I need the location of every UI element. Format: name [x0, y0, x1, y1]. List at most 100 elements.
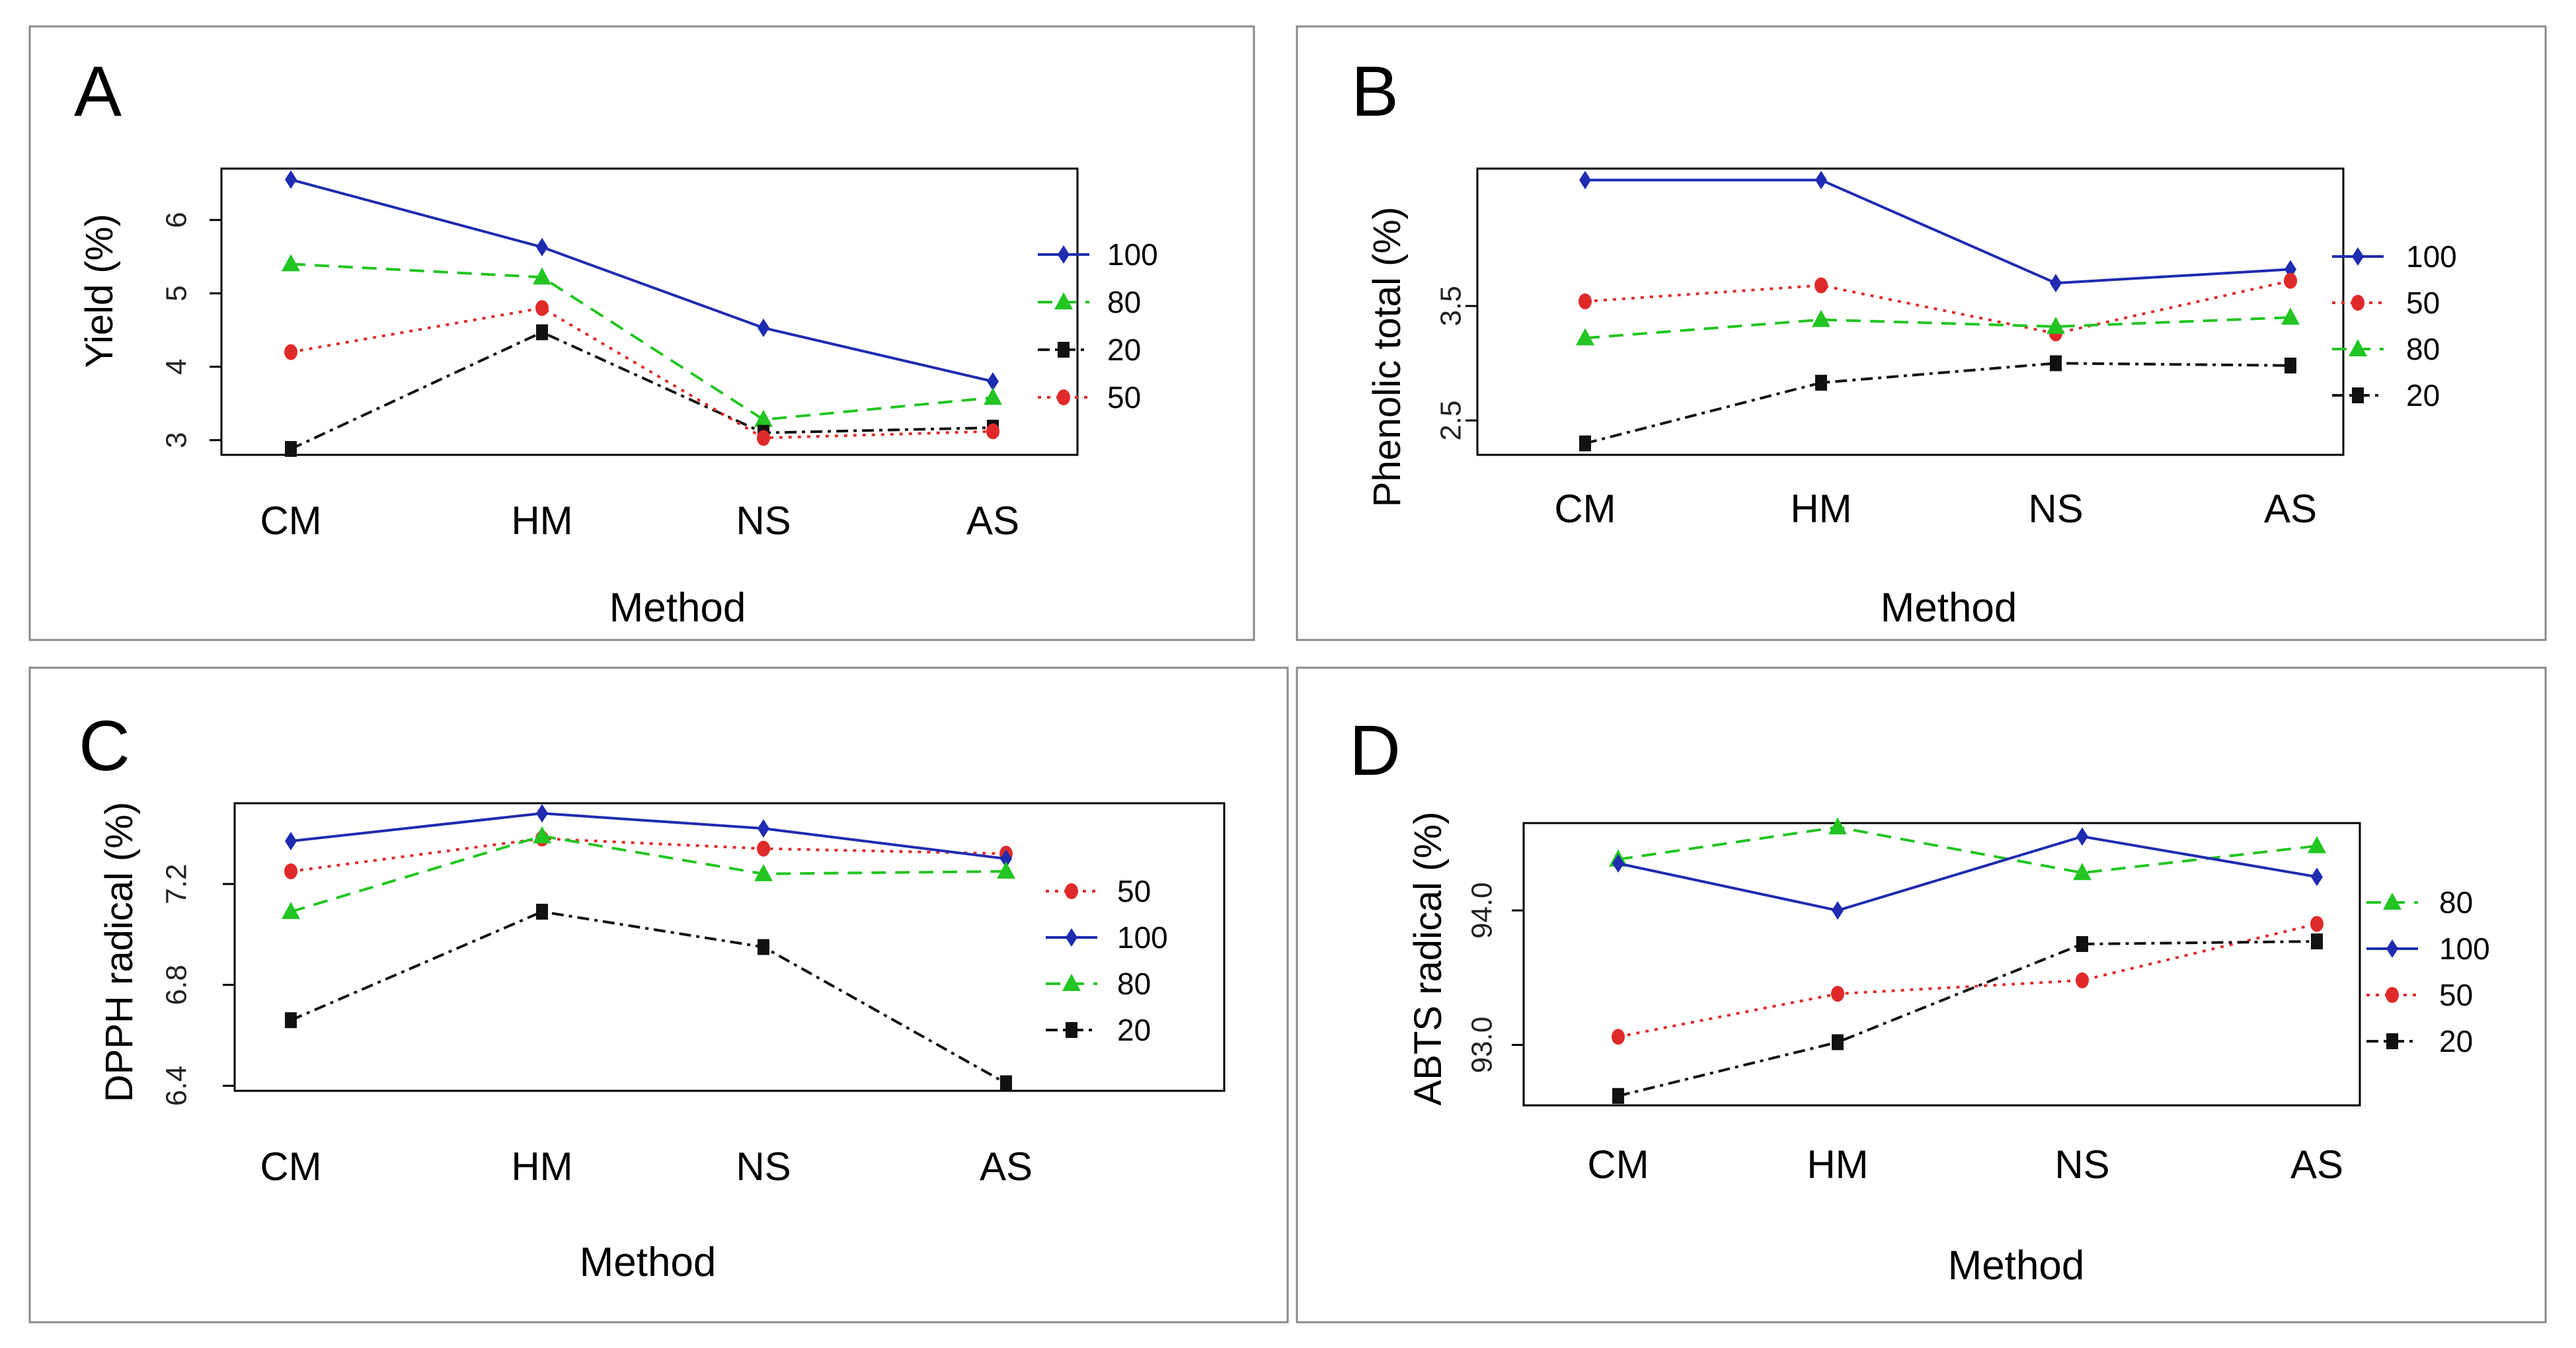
series-line	[1618, 939, 2318, 1097]
panel-frame	[1296, 666, 2547, 1324]
data-point	[757, 430, 770, 446]
data-point	[2047, 317, 2065, 335]
legend-label: 20	[2439, 1024, 2473, 1058]
legend-marker	[1054, 292, 1073, 309]
data-point	[2308, 836, 2326, 853]
x-tick-label: CM	[260, 498, 321, 543]
series-line	[290, 834, 1007, 913]
series-20	[1579, 355, 2296, 452]
legend-label: 20	[1107, 333, 1141, 367]
legend-marker	[2351, 295, 2364, 311]
legend-marker	[2386, 1033, 2398, 1049]
legend-marker	[2352, 387, 2364, 403]
legend-marker	[1057, 389, 1070, 405]
series-100	[285, 804, 1012, 868]
x-axis-label: Method	[1948, 1243, 2085, 1289]
series-line	[1584, 279, 2291, 335]
y-tick-label: 4	[161, 359, 193, 375]
data-point	[536, 904, 548, 920]
data-point	[757, 840, 770, 857]
panel-frame	[1296, 25, 2547, 641]
data-point	[1000, 1075, 1012, 1091]
legend: 80 100 50 20	[2366, 885, 2490, 1058]
panel-label: B	[1351, 51, 1399, 131]
x-axis-label: Method	[1881, 585, 2017, 631]
data-point	[1815, 171, 1827, 190]
y-tick-label: 6	[161, 212, 193, 227]
panel-label: A	[74, 51, 122, 131]
legend-marker	[1058, 245, 1070, 264]
x-tick-label: NS	[2054, 1142, 2109, 1187]
legend-label: 80	[1107, 285, 1141, 319]
series-80	[282, 254, 1002, 427]
data-point	[984, 387, 1002, 405]
legend-marker	[2386, 939, 2398, 958]
data-point	[1612, 1088, 1624, 1104]
data-point	[536, 237, 548, 257]
panel-label: C	[79, 705, 130, 785]
legend-marker	[2383, 892, 2401, 910]
x-tick-label: HM	[1807, 1142, 1868, 1187]
series-line	[1618, 826, 2318, 875]
legend-label: 50	[1107, 380, 1141, 415]
legend-marker	[2352, 247, 2364, 266]
legend-marker	[1058, 342, 1070, 358]
data-point	[2050, 274, 2062, 293]
series-line	[290, 837, 1007, 873]
legend-marker	[1065, 883, 1078, 899]
data-point	[285, 832, 297, 851]
x-tick-label: AS	[966, 498, 1019, 543]
legend-label: 20	[2406, 378, 2440, 413]
y-tick-label: 6.4	[161, 1066, 193, 1106]
y-tick-label: 5	[161, 286, 193, 301]
data-point	[284, 344, 297, 360]
series-line	[290, 262, 994, 421]
series-20	[285, 324, 999, 457]
x-tick-label: AS	[980, 1144, 1033, 1189]
data-point	[282, 254, 300, 272]
data-point	[997, 861, 1015, 879]
data-point	[754, 863, 773, 881]
data-point	[758, 939, 769, 955]
y-tick-label: 2.5	[1435, 400, 1467, 440]
series-80	[282, 826, 1015, 920]
data-point	[2284, 272, 2297, 289]
legend-label: 50	[1117, 874, 1151, 908]
chart-panel-a: A 3 4 5 6 Yield (%) CM HM NS AS Method 100 80 20 50	[28, 25, 1255, 641]
y-tick-label: 7.2	[161, 864, 193, 904]
data-point	[1576, 328, 1594, 346]
data-point	[533, 826, 551, 844]
legend-label: 100	[1117, 920, 1168, 955]
data-point	[2311, 933, 2323, 949]
y-tick-label: 6.8	[161, 965, 193, 1005]
series-line	[1584, 362, 2291, 445]
x-tick-label: NS	[736, 498, 791, 543]
x-tick-label: HM	[511, 498, 572, 543]
data-point	[2050, 355, 2062, 372]
plot-area	[220, 167, 1079, 456]
data-point	[1812, 309, 1830, 327]
legend-label: 50	[2406, 286, 2440, 320]
y-tick-label: 94.0	[1466, 882, 1499, 939]
legend-label: 80	[2439, 885, 2473, 920]
legend-label: 100	[2406, 239, 2457, 274]
data-point	[1832, 901, 1844, 920]
y-axis-label: Yield (%)	[78, 214, 121, 368]
series-line	[290, 910, 1007, 1085]
x-tick-label: AS	[2290, 1142, 2343, 1187]
legend-label: 80	[2406, 332, 2440, 366]
data-point	[1828, 817, 1847, 835]
legend-marker	[2386, 987, 2399, 1003]
data-point	[758, 819, 769, 838]
legend-label: 50	[2439, 978, 2473, 1012]
data-point	[1831, 986, 1844, 1002]
data-point	[533, 267, 551, 285]
legend-marker	[1066, 1022, 1077, 1038]
legend-marker	[2349, 339, 2367, 356]
data-point	[285, 1012, 297, 1029]
y-axis-label: ABTS radical (%)	[1407, 812, 1450, 1106]
data-point	[1832, 1034, 1844, 1051]
series-50	[284, 299, 999, 446]
data-point	[1579, 435, 1591, 452]
series-20	[285, 904, 1012, 1091]
